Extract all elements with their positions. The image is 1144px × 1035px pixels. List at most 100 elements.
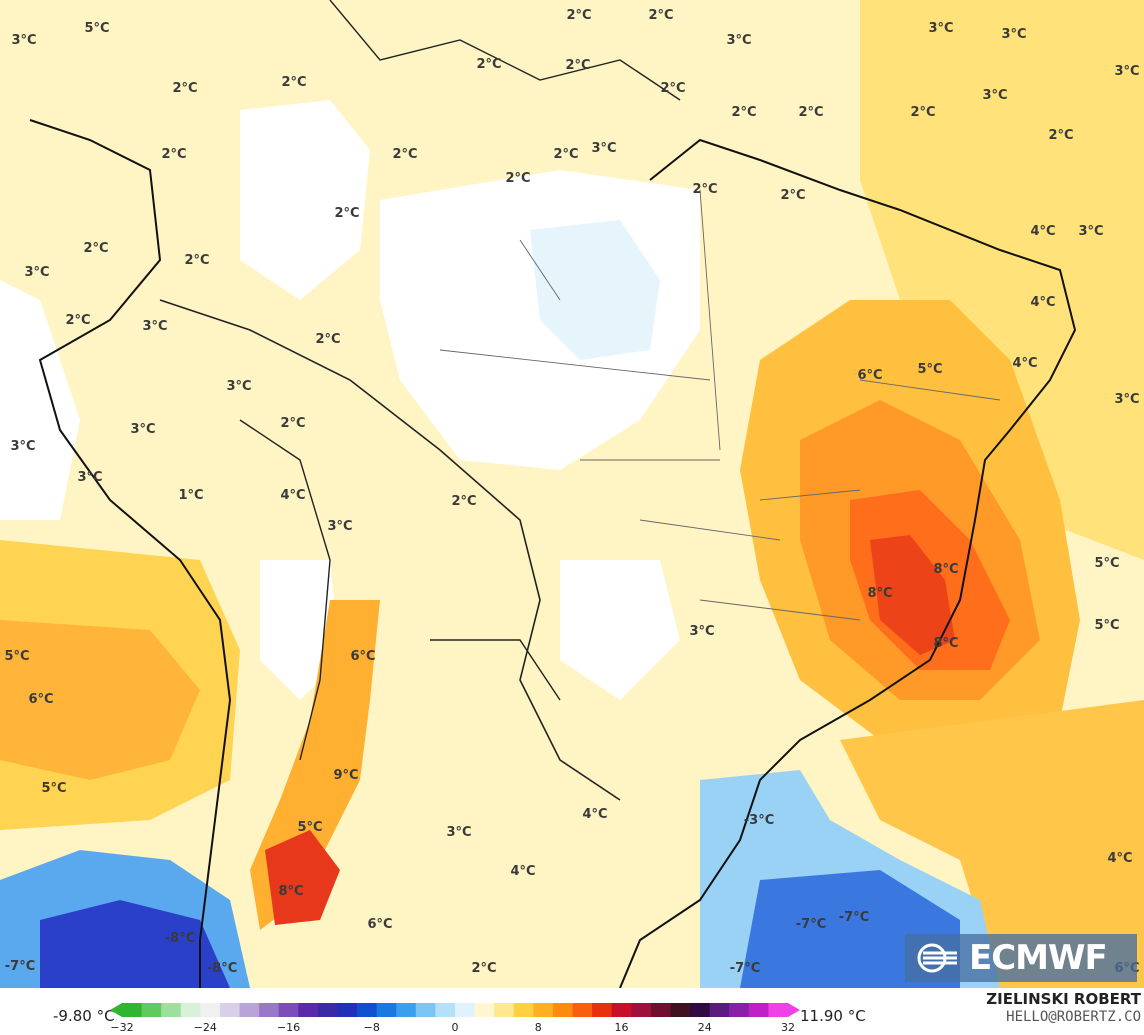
temperature-label: 2°C bbox=[731, 105, 756, 120]
warm-anomaly-east-peak bbox=[870, 535, 955, 655]
colorbar-segment bbox=[298, 1003, 319, 1017]
temperature-label: 2°C bbox=[692, 182, 717, 197]
colorbar-segment bbox=[729, 1003, 750, 1017]
temperature-label: 3°C bbox=[1114, 392, 1139, 407]
temperature-labels: 3°C 5°C 2°C 2°C 2°C 2°C 2°C 2°C 2°C 3°C 3°C 3°C 3°C 3… bbox=[4, 8, 1139, 976]
temperature-label: 5°C bbox=[84, 21, 109, 36]
temperature-label: 1°C bbox=[178, 488, 203, 503]
temperature-label: 3°C bbox=[130, 422, 155, 437]
colorbar-tick-label: 8 bbox=[534, 1021, 542, 1034]
temperature-label: -8°C bbox=[165, 931, 195, 946]
colorbar-segment bbox=[611, 1003, 632, 1017]
temperature-label: 2°C bbox=[280, 416, 305, 431]
ecmwf-logo-icon bbox=[917, 943, 957, 973]
temperature-label: 2°C bbox=[566, 8, 591, 23]
anomaly-field-northeast bbox=[860, 0, 1144, 560]
colorbar-gradient bbox=[110, 1003, 800, 1017]
temperature-label: -7°C bbox=[796, 917, 826, 932]
temperature-label: 2°C bbox=[910, 105, 935, 120]
colorbar-segment bbox=[455, 1003, 476, 1017]
temperature-label: 2°C bbox=[161, 147, 186, 162]
temperature-label: 3°C bbox=[689, 624, 714, 639]
temperature-label: 2°C bbox=[553, 147, 578, 162]
temperature-anomaly-map: 3°C 5°C 2°C 2°C 2°C 2°C 2°C 2°C 2°C 3°C 3°C 3°C 3°C 3… bbox=[0, 0, 1144, 988]
colorbar-segment bbox=[317, 1003, 338, 1017]
colorbar-segment bbox=[122, 1003, 143, 1017]
colorbar-segment bbox=[376, 1003, 397, 1017]
neutral-patch-central bbox=[560, 560, 680, 700]
temperature-label: 3°C bbox=[1078, 224, 1103, 239]
map-canvas: 3°C 5°C 2°C 2°C 2°C 2°C 2°C 2°C 2°C 3°C 3°C 3°C 3°C 3… bbox=[0, 0, 1144, 988]
temperature-label: 2°C bbox=[1048, 128, 1073, 143]
temperature-label: 3°C bbox=[591, 141, 616, 156]
temperature-label: 4°C bbox=[510, 864, 535, 879]
warm-anomaly-southatlantic bbox=[840, 700, 1144, 988]
colorbar-segment bbox=[533, 1003, 554, 1017]
temperature-label: 8°C bbox=[933, 636, 958, 651]
colorbar-segment bbox=[200, 1003, 221, 1017]
neutral-patch-west bbox=[0, 280, 80, 520]
colorbar-segment bbox=[748, 1003, 769, 1017]
temperature-label: 5°C bbox=[1094, 556, 1119, 571]
colorbar-segment bbox=[337, 1003, 358, 1017]
temperature-label: 5°C bbox=[41, 781, 66, 796]
country-border bbox=[159, 299, 621, 801]
author-email: HELLO@ROBERTZ.CO bbox=[1006, 1009, 1141, 1025]
colorbar-segment bbox=[141, 1003, 162, 1017]
temperature-label: 2°C bbox=[660, 81, 685, 96]
warm-core-patagonia bbox=[265, 830, 340, 925]
colorbar-min-arrow bbox=[110, 1003, 122, 1017]
temperature-label: 2°C bbox=[172, 81, 197, 96]
neutral-patch-north bbox=[240, 100, 370, 300]
temperature-label: 2°C bbox=[648, 8, 673, 23]
temperature-label: 4°C bbox=[280, 488, 305, 503]
colorbar-segment bbox=[357, 1003, 378, 1017]
country-border bbox=[329, 0, 681, 101]
temperature-label: -8°C bbox=[207, 961, 237, 976]
temperature-label: 3°C bbox=[226, 379, 251, 394]
temperature-label: 3°C bbox=[982, 88, 1007, 103]
temperature-label: 3°C bbox=[327, 519, 352, 534]
temperature-label: -7°C bbox=[730, 961, 760, 976]
colorbar-segment bbox=[435, 1003, 456, 1017]
temperature-label: 6°C bbox=[367, 917, 392, 932]
temperature-label: -7°C bbox=[5, 959, 35, 974]
colorbar-segment bbox=[474, 1003, 495, 1017]
cold-patch-amazon bbox=[530, 220, 660, 360]
colorbar-max-label: 11.90 °C bbox=[800, 1007, 866, 1025]
temperature-label: 2°C bbox=[471, 961, 496, 976]
temperature-label: 2°C bbox=[780, 188, 805, 203]
colorbar-segment bbox=[180, 1003, 201, 1017]
temperature-label: 2°C bbox=[184, 253, 209, 268]
temperature-label: 6°C bbox=[28, 692, 53, 707]
temperature-label: 8°C bbox=[278, 884, 303, 899]
colorbar-tick-label: −8 bbox=[363, 1021, 380, 1034]
temperature-label: 2°C bbox=[565, 58, 590, 73]
colorbar-segment bbox=[650, 1003, 671, 1017]
temperature-label: 2°C bbox=[392, 147, 417, 162]
temperature-label: 5°C bbox=[917, 362, 942, 377]
temperature-label: 8°C bbox=[867, 586, 892, 601]
temperature-label: 4°C bbox=[582, 807, 607, 822]
colorbar-segment bbox=[592, 1003, 613, 1017]
ecmwf-logo: ECMWF bbox=[905, 934, 1137, 982]
temperature-label: 3°C bbox=[77, 470, 102, 485]
colorbar-min-label: -9.80 °C bbox=[53, 1007, 115, 1025]
state-borders bbox=[439, 189, 1001, 621]
colorbar-segment bbox=[219, 1003, 241, 1017]
temperature-label: 2°C bbox=[476, 57, 501, 72]
temperature-label: 2°C bbox=[83, 241, 108, 256]
temperature-label: 9°C bbox=[333, 768, 358, 783]
temperature-label: 2°C bbox=[798, 105, 823, 120]
colorbar-segment bbox=[494, 1003, 515, 1017]
temperature-label: 4°C bbox=[1107, 851, 1132, 866]
colorbar-segment bbox=[572, 1003, 593, 1017]
colorbar-segment bbox=[513, 1003, 534, 1017]
cold-anomaly-southwest-core bbox=[40, 900, 230, 988]
colorbar-segment bbox=[239, 1003, 260, 1017]
colorbar-segment bbox=[552, 1003, 574, 1017]
colorbar-tick-label: 24 bbox=[697, 1021, 712, 1034]
temperature-label: 3°C bbox=[446, 825, 471, 840]
temperature-label: 5°C bbox=[1094, 618, 1119, 633]
colorbar-tick-label: −32 bbox=[110, 1021, 134, 1034]
